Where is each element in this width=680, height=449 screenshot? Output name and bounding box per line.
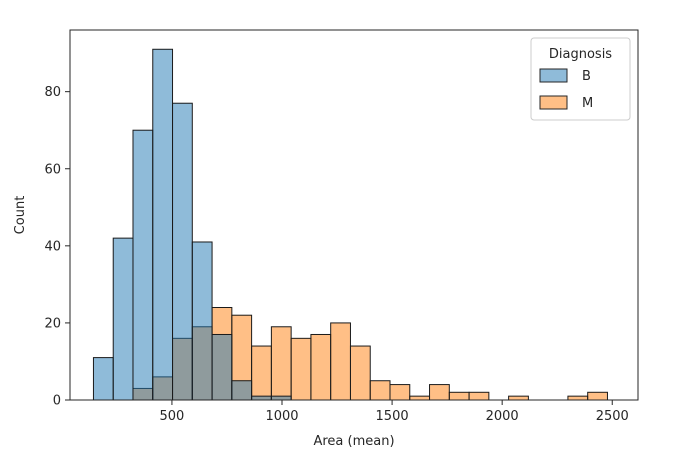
- bar-b-8: [251, 395, 272, 401]
- y-tick-label: 80: [44, 85, 61, 100]
- bar-b-3: [152, 48, 174, 401]
- y-tick-label: 20: [44, 316, 61, 331]
- plot-area-frame: [69, 29, 639, 401]
- y-tick-label: 60: [44, 162, 61, 177]
- legend-swatch-b: [539, 68, 568, 83]
- bar-m-8: [251, 345, 272, 401]
- bar-m-13: [349, 345, 371, 401]
- x-axis-ticks: 500 1000 1500 2000 2500: [160, 400, 629, 424]
- legend-title: Diagnosis: [549, 47, 612, 62]
- legend: Diagnosis B M: [530, 37, 631, 121]
- bar-b-9: [270, 395, 292, 401]
- legend-swatch-m: [539, 95, 568, 110]
- x-tick-label: 1000: [265, 409, 298, 424]
- bar-m-11: [310, 333, 332, 401]
- bar-b-1: [112, 237, 134, 401]
- bar-m-14: [369, 380, 391, 401]
- y-tick-label: 0: [53, 394, 61, 409]
- bar-b-0: [92, 357, 114, 401]
- bar-b-6: [211, 333, 233, 401]
- bar-m-25: [587, 391, 608, 401]
- bar-b-7: [231, 380, 253, 401]
- y-axis-label: Count: [13, 196, 28, 235]
- bar-m-17: [429, 384, 450, 401]
- bar-m-16: [409, 395, 431, 401]
- bar-m-19: [468, 391, 490, 401]
- y-tick-label: 40: [44, 239, 61, 254]
- x-tick-label: 1500: [376, 409, 409, 424]
- x-tick-label: 500: [160, 409, 185, 424]
- bar-m-18: [448, 391, 470, 401]
- bar-m-9: [270, 326, 292, 401]
- bar-m-10: [290, 337, 312, 401]
- bar-m-12: [330, 322, 351, 401]
- x-tick-label: 2000: [486, 409, 519, 424]
- x-axis-label: Area (mean): [313, 434, 394, 449]
- legend-entry-m: M: [582, 96, 593, 111]
- legend-entry-b: B: [582, 69, 591, 84]
- bar-b-5: [191, 241, 213, 401]
- bar-b-4: [172, 102, 193, 401]
- y-axis-ticks: 0 20 40 60 80: [44, 85, 70, 409]
- bar-m-21: [508, 395, 529, 401]
- bar-b-2: [132, 129, 154, 401]
- x-tick-label: 2500: [596, 409, 629, 424]
- bar-m-24: [567, 395, 589, 401]
- bar-m-15: [389, 384, 411, 401]
